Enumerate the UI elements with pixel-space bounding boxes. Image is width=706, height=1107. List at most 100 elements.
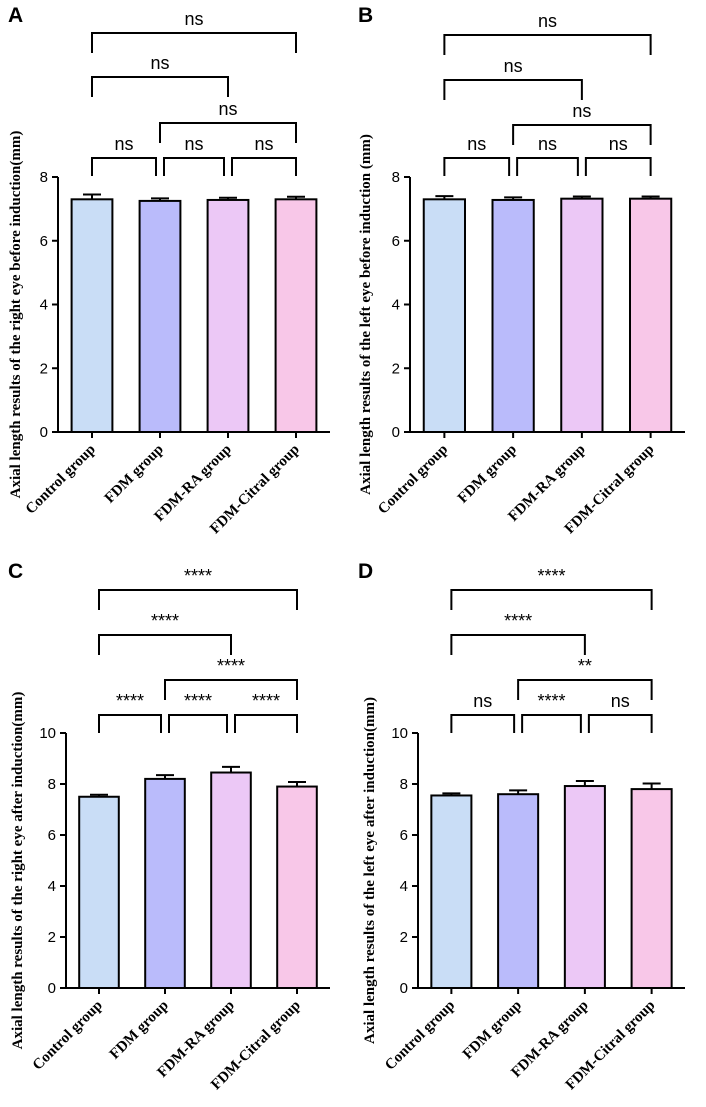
y-tick-label: 10 bbox=[39, 725, 56, 742]
y-tick-label: 2 bbox=[400, 929, 408, 946]
significance-bracket bbox=[512, 124, 652, 145]
significance-label: ns bbox=[150, 53, 169, 73]
bar bbox=[274, 198, 318, 433]
category-label: FDM group bbox=[102, 442, 167, 507]
bar bbox=[210, 771, 252, 990]
bar bbox=[206, 198, 250, 433]
significance-label: ns bbox=[473, 691, 492, 711]
y-tick-label: 8 bbox=[392, 169, 400, 186]
bar bbox=[70, 198, 114, 433]
significance-bracket bbox=[450, 714, 516, 733]
panel-letter: A bbox=[8, 4, 23, 27]
significance-bracket bbox=[517, 679, 653, 700]
significance-bracket bbox=[98, 589, 298, 610]
significance-bracket bbox=[231, 157, 297, 176]
y-tick-label: 4 bbox=[48, 878, 56, 895]
category-label: Control group bbox=[23, 442, 99, 518]
significance-label: **** bbox=[217, 656, 245, 676]
y-tick-label: 8 bbox=[40, 169, 48, 186]
y-axis-label: Axial length results of the left eye aft… bbox=[362, 697, 378, 1044]
significance-bracket bbox=[521, 714, 582, 733]
significance-label: **** bbox=[184, 691, 212, 711]
category-label: FDM group bbox=[460, 998, 525, 1063]
significance-bracket bbox=[443, 157, 511, 176]
y-tick-label: 2 bbox=[40, 360, 48, 377]
significance-bracket bbox=[443, 34, 652, 55]
significance-label: ns bbox=[609, 134, 628, 154]
y-tick-label: 6 bbox=[48, 827, 56, 844]
y-tick-label: 6 bbox=[392, 233, 400, 250]
panel-letter: C bbox=[8, 560, 23, 583]
bar bbox=[144, 777, 186, 990]
significance-label: ns bbox=[184, 134, 203, 154]
significance-bracket bbox=[98, 634, 232, 655]
significance-label: ns bbox=[572, 101, 591, 121]
significance-label: **** bbox=[537, 566, 565, 586]
bar bbox=[78, 795, 120, 989]
significance-bracket bbox=[450, 634, 586, 655]
bar bbox=[497, 793, 540, 990]
significance-label: ns bbox=[504, 56, 523, 76]
significance-bracket bbox=[91, 157, 157, 176]
category-label: Control group bbox=[382, 998, 458, 1074]
y-tick-label: 2 bbox=[392, 360, 400, 377]
significance-label: **** bbox=[252, 691, 280, 711]
y-tick-label: 2 bbox=[48, 929, 56, 946]
panel-letter: D bbox=[358, 560, 373, 583]
bar bbox=[491, 198, 535, 433]
significance-label: ns bbox=[184, 9, 203, 29]
bar bbox=[560, 197, 604, 433]
significance-label: ns bbox=[611, 691, 630, 711]
category-label: Control group bbox=[375, 442, 451, 518]
y-tick-label: 4 bbox=[400, 878, 408, 895]
significance-bracket bbox=[91, 76, 229, 97]
significance-label: ns bbox=[538, 11, 557, 31]
category-label: FDM group bbox=[455, 442, 520, 507]
y-tick-label: 0 bbox=[400, 980, 408, 997]
significance-bracket bbox=[159, 122, 297, 143]
y-tick-label: 0 bbox=[392, 424, 400, 441]
significance-label: ns bbox=[538, 134, 557, 154]
significance-bracket bbox=[584, 157, 652, 176]
significance-bracket bbox=[163, 157, 225, 176]
significance-bracket bbox=[516, 157, 579, 176]
significance-bracket bbox=[164, 679, 298, 700]
category-label: Control group bbox=[30, 998, 106, 1074]
category-label: FDM group bbox=[107, 998, 172, 1063]
significance-bracket bbox=[450, 589, 653, 610]
bar bbox=[422, 198, 466, 433]
significance-bracket bbox=[98, 714, 162, 733]
y-tick-label: 4 bbox=[40, 297, 48, 314]
y-tick-label: 4 bbox=[392, 297, 400, 314]
significance-bracket bbox=[443, 79, 583, 100]
y-tick-label: 0 bbox=[40, 424, 48, 441]
significance-label: ** bbox=[578, 656, 592, 676]
significance-bracket bbox=[234, 714, 298, 733]
significance-bracket bbox=[168, 714, 228, 733]
bar bbox=[563, 785, 606, 989]
significance-bracket bbox=[91, 32, 297, 53]
panel-letter: B bbox=[358, 4, 373, 27]
significance-label: **** bbox=[504, 611, 532, 631]
bar bbox=[629, 197, 673, 433]
bar bbox=[138, 199, 182, 433]
bar bbox=[630, 788, 673, 989]
significance-label: **** bbox=[537, 691, 565, 711]
significance-label: **** bbox=[184, 566, 212, 586]
y-axis-label: Axial length results of the right eye be… bbox=[8, 131, 24, 499]
significance-label: ns bbox=[254, 134, 273, 154]
significance-label: ns bbox=[114, 134, 133, 154]
y-tick-label: 6 bbox=[40, 233, 48, 250]
y-axis-label: Axial length results of the right eye af… bbox=[10, 692, 26, 1050]
significance-label: **** bbox=[151, 611, 179, 631]
bar bbox=[276, 785, 318, 989]
y-tick-label: 8 bbox=[400, 776, 408, 793]
bar bbox=[430, 794, 473, 989]
y-tick-label: 10 bbox=[391, 725, 408, 742]
significance-label: ns bbox=[467, 134, 486, 154]
